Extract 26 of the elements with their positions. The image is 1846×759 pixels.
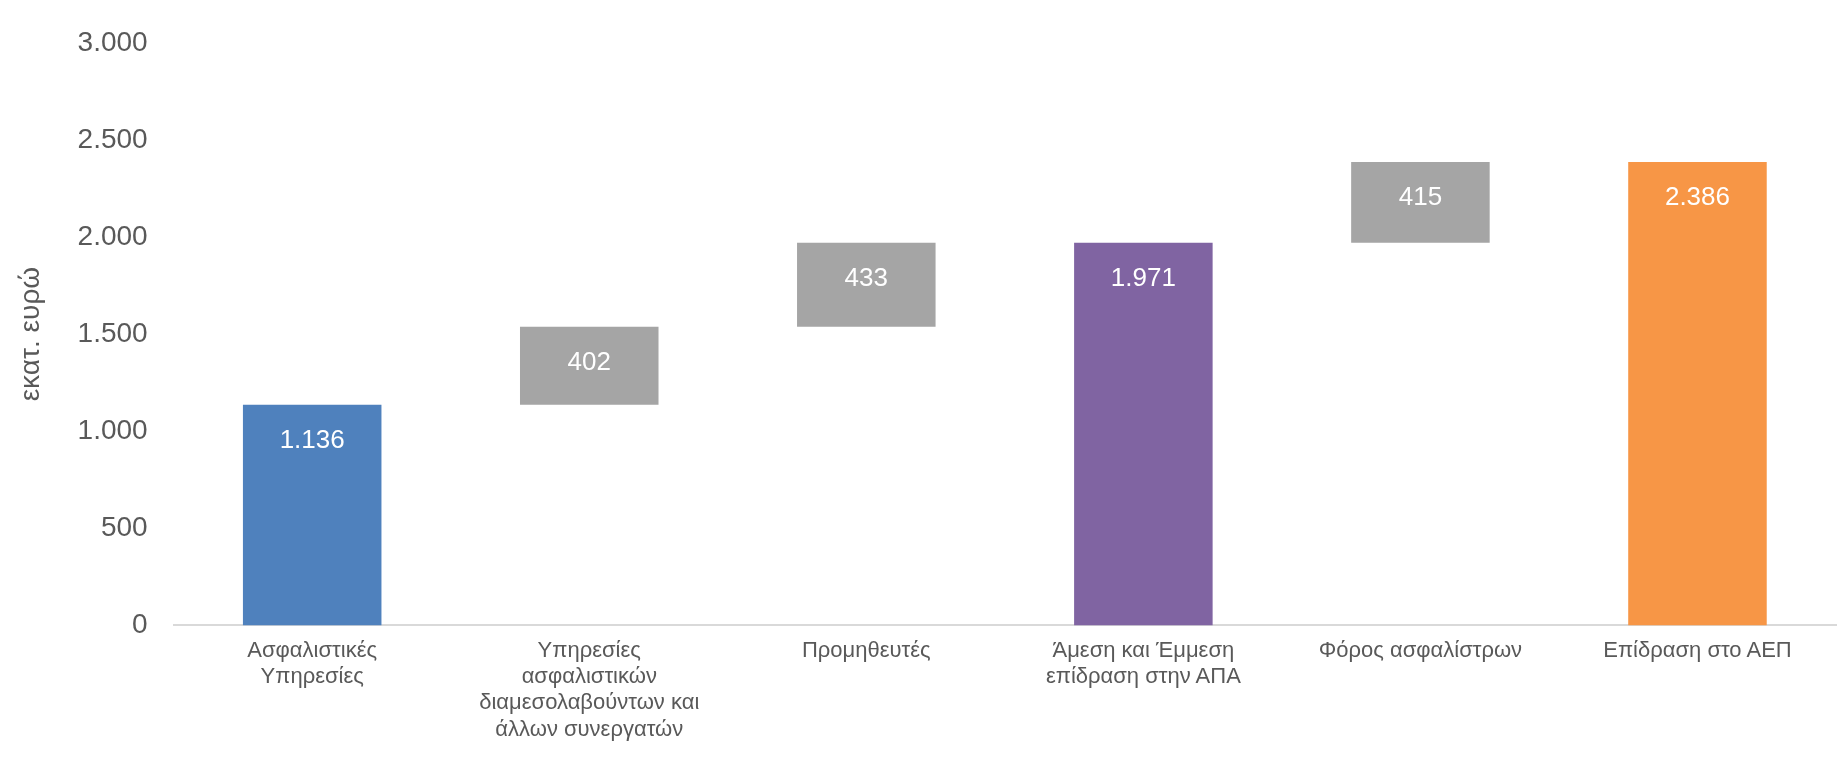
y-tick-label: 2.500 bbox=[77, 122, 148, 154]
x-tick-label: Επίδραση στο ΑΕΠ bbox=[1603, 636, 1792, 662]
bar bbox=[519, 326, 659, 405]
x-tick-label: Ασφαλιστικές Υπηρεσίες bbox=[247, 636, 378, 689]
x-tick-label: Υπηρεσίες ασφαλιστικών διαμεσολαβούντων και άλλων συνεργατών bbox=[479, 636, 700, 741]
data-label: 2.386 bbox=[1664, 181, 1731, 212]
y-tick-label: 1.500 bbox=[77, 316, 148, 348]
bar bbox=[797, 242, 936, 327]
y-tick-label: 1.000 bbox=[77, 413, 148, 445]
x-tick-label: Προμηθευτές bbox=[801, 636, 931, 662]
data-label: 433 bbox=[844, 261, 888, 292]
y-tick-label: 0 bbox=[132, 608, 148, 640]
data-label: 1.971 bbox=[1110, 261, 1176, 292]
bar bbox=[1351, 162, 1490, 243]
y-axis-title: εκατ. ευρώ bbox=[13, 266, 45, 402]
bar bbox=[1628, 162, 1767, 626]
x-tick-label: Φόρος ασφαλίστρων bbox=[1318, 636, 1523, 662]
y-tick-label: 3.000 bbox=[77, 25, 148, 57]
data-label: 1.136 bbox=[279, 423, 345, 454]
data-label: 415 bbox=[1398, 181, 1443, 212]
bar bbox=[1074, 242, 1213, 626]
data-label: 402 bbox=[567, 345, 611, 376]
y-tick-label: 500 bbox=[100, 511, 148, 543]
bar bbox=[242, 404, 382, 626]
y-tick-label: 2.000 bbox=[77, 219, 148, 251]
x-tick-label: Άμεση και Έμμεση επίδραση στην ΑΠΑ bbox=[1045, 636, 1242, 689]
